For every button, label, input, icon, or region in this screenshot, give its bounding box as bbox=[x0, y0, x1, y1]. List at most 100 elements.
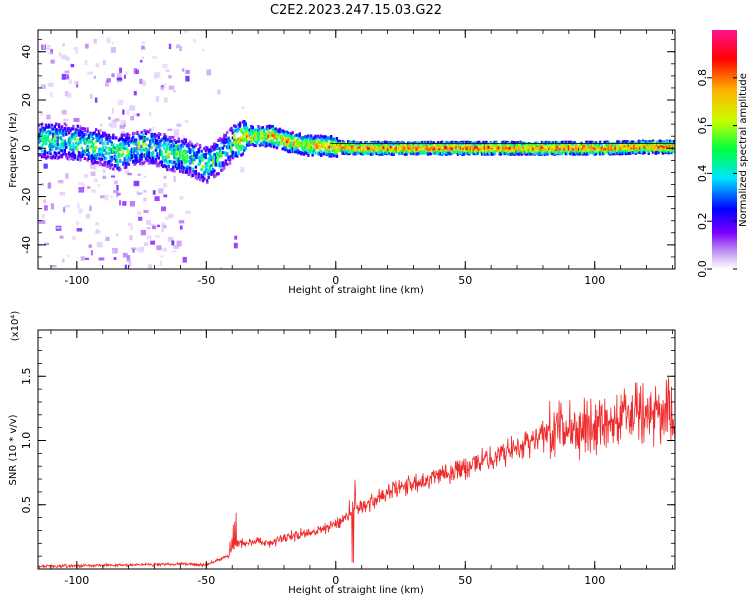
heatmap-cell bbox=[586, 143, 589, 147]
heatmap-cell bbox=[98, 257, 105, 261]
heatmap-cell bbox=[307, 153, 310, 157]
heatmap-cell bbox=[96, 161, 99, 165]
heatmap-cell bbox=[456, 142, 460, 146]
heatmap-cell bbox=[132, 148, 135, 152]
heatmap-cell bbox=[392, 142, 395, 146]
heatmap-cell bbox=[126, 142, 129, 145]
heatmap-cell bbox=[133, 162, 136, 166]
heatmap-cell bbox=[560, 147, 564, 151]
heatmap-cell bbox=[124, 136, 128, 140]
heatmap-cell bbox=[586, 147, 589, 151]
heatmap-cell bbox=[130, 139, 133, 143]
heatmap-cell bbox=[449, 152, 452, 156]
heatmap-cell bbox=[106, 37, 111, 44]
heatmap-cell bbox=[100, 134, 104, 138]
heatmap-cell bbox=[64, 70, 70, 74]
heatmap-cell bbox=[294, 133, 297, 137]
heatmap-cell bbox=[637, 144, 640, 148]
heatmap-cell bbox=[512, 141, 515, 145]
heatmap-cell bbox=[80, 127, 84, 131]
heatmap-cell bbox=[661, 151, 665, 155]
heatmap-cell bbox=[194, 171, 198, 175]
heatmap-cell bbox=[275, 137, 279, 141]
heatmap-cell bbox=[499, 148, 502, 152]
heatmap-cell bbox=[657, 143, 660, 147]
heatmap-cell bbox=[179, 148, 182, 152]
heatmap-cell bbox=[284, 137, 287, 141]
heatmap-cell bbox=[109, 159, 112, 163]
heatmap-cell bbox=[42, 137, 45, 141]
heatmap-cell bbox=[576, 145, 579, 148]
heatmap-cell bbox=[327, 153, 330, 156]
heatmap-cell bbox=[38, 133, 41, 136]
heatmap-cell bbox=[142, 143, 145, 147]
heatmap-cell bbox=[271, 142, 274, 146]
heatmap-cell bbox=[102, 142, 105, 145]
heatmap-cell bbox=[265, 136, 269, 140]
heatmap-cell bbox=[436, 151, 440, 155]
heatmap-cell bbox=[664, 142, 667, 146]
heatmap-cell bbox=[425, 147, 428, 150]
heatmap-cell bbox=[132, 159, 135, 163]
heatmap-cell bbox=[50, 138, 54, 142]
heatmap-cell bbox=[308, 140, 311, 144]
heatmap-cell bbox=[594, 145, 598, 149]
heatmap-cell bbox=[136, 190, 139, 196]
heatmap-cell bbox=[96, 229, 99, 234]
heatmap-cell bbox=[442, 152, 445, 155]
heatmap-cell bbox=[604, 140, 608, 144]
heatmap-cell bbox=[89, 140, 92, 144]
heatmap-cell bbox=[325, 137, 329, 141]
heatmap-cell bbox=[381, 145, 384, 149]
heatmap-cell bbox=[207, 157, 210, 161]
heatmap-cell bbox=[378, 143, 381, 147]
heatmap-cell bbox=[72, 158, 75, 161]
heatmap-cell bbox=[439, 141, 442, 144]
heatmap-cell bbox=[207, 172, 210, 176]
heatmap-cell bbox=[210, 163, 213, 167]
heatmap-cell bbox=[580, 149, 583, 153]
heatmap-cell bbox=[308, 147, 311, 151]
heatmap-cell bbox=[138, 192, 143, 195]
heatmap-cell bbox=[280, 140, 283, 144]
heatmap-cell bbox=[386, 144, 390, 148]
heatmap-cell bbox=[151, 140, 155, 144]
heatmap-cell bbox=[85, 132, 88, 136]
heatmap-cell bbox=[226, 152, 229, 156]
heatmap-cell bbox=[198, 177, 202, 181]
heatmap-cell bbox=[378, 152, 381, 156]
heatmap-cell bbox=[572, 148, 575, 152]
heatmap-cell bbox=[630, 140, 633, 144]
heatmap-cell bbox=[283, 139, 286, 143]
heatmap-cell bbox=[650, 140, 653, 144]
heatmap-cell bbox=[99, 141, 102, 145]
heatmap-cell bbox=[505, 140, 508, 144]
heatmap-cell bbox=[42, 130, 45, 134]
heatmap-cell bbox=[182, 68, 185, 72]
heatmap-cell bbox=[509, 143, 512, 147]
heatmap-cell bbox=[607, 145, 611, 149]
heatmap-cell bbox=[374, 142, 377, 146]
heatmap-cell bbox=[302, 148, 306, 152]
heatmap-cell bbox=[660, 147, 663, 151]
heatmap-cell bbox=[294, 143, 297, 147]
heatmap-cell bbox=[394, 147, 397, 151]
heatmap-cell bbox=[116, 192, 121, 196]
heatmap-cell bbox=[111, 247, 118, 254]
heatmap-cell bbox=[355, 151, 358, 155]
heatmap-cell bbox=[128, 267, 131, 269]
heatmap-cell bbox=[402, 146, 405, 150]
heatmap-cell bbox=[50, 156, 54, 160]
heatmap-cell bbox=[226, 146, 229, 150]
heatmap-cell bbox=[341, 144, 344, 148]
heatmap-cell bbox=[86, 129, 89, 133]
heatmap-cell bbox=[354, 152, 357, 156]
heatmap-cell bbox=[431, 146, 434, 150]
heatmap-cell bbox=[114, 147, 118, 151]
heatmap-cell bbox=[560, 145, 564, 149]
heatmap-cell bbox=[117, 168, 121, 172]
heatmap-cell bbox=[297, 136, 300, 140]
heatmap-cell bbox=[478, 140, 481, 144]
heatmap-cell bbox=[40, 111, 43, 116]
heatmap-cell bbox=[204, 165, 207, 169]
